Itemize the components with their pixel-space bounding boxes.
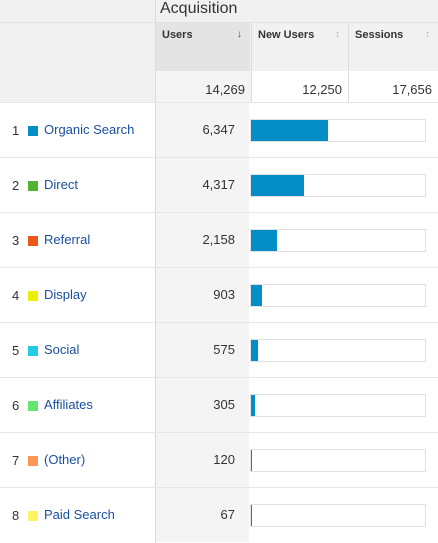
sort-icon[interactable]: ↕ [335,29,340,40]
color-swatch [28,291,38,301]
divider [0,22,438,23]
table-row: 6 Affiliates 305 [0,377,438,432]
table-row: 5 Social 575 [0,322,438,377]
column-header-label: Users [162,29,193,41]
total-sessions: 17,656 [349,71,438,102]
divider [155,0,156,543]
share-bar-fill [251,505,252,526]
users-cell: 2,158 [156,213,249,267]
users-value: 6,347 [202,122,235,137]
users-cell: 4,317 [156,158,249,212]
color-swatch [28,456,38,466]
table-row: 4 Display 903 [0,267,438,322]
total-users: 14,269 [156,71,251,102]
color-swatch [28,401,38,411]
table-header: Acquisition Users ↓ New Users ↕ Sessions… [0,0,438,102]
users-value: 305 [213,397,235,412]
sort-icon[interactable]: ↕ [425,29,430,40]
channel-link[interactable]: Display [44,287,87,302]
divider [348,23,349,102]
users-cell: 120 [156,433,249,487]
row-rank: 7 [12,453,20,468]
users-cell: 305 [156,378,249,432]
table-row: 1 Organic Search 6,347 [0,102,438,157]
share-bar-fill [251,285,262,306]
channel-link[interactable]: Referral [44,232,91,247]
share-bar-track [250,339,426,362]
share-bar-fill [251,395,255,416]
users-cell: 67 [156,488,249,542]
users-value: 4,317 [202,177,235,192]
divider [251,23,252,102]
users-cell: 6,347 [156,103,249,157]
channel-link[interactable]: Social [44,342,80,357]
color-swatch [28,511,38,521]
column-header-label: New Users [258,29,315,41]
share-bar-fill [251,450,252,471]
users-cell: 903 [156,268,249,322]
column-header-label: Sessions [355,29,404,41]
users-cell: 575 [156,323,249,377]
total-new-users: 12,250 [252,71,348,102]
row-rank: 1 [12,123,20,138]
row-rank: 6 [12,398,20,413]
color-swatch [28,181,38,191]
share-bar-track [250,229,426,252]
channel-link[interactable]: Direct [44,177,78,192]
table-row: 3 Referral 2,158 [0,212,438,267]
row-rank: 2 [12,178,20,193]
channel-link[interactable]: Affiliates [44,397,93,412]
channel-link[interactable]: Paid Search [44,507,115,522]
color-swatch [28,346,38,356]
row-rank: 8 [12,508,20,523]
share-bar-track [250,119,426,142]
column-header-users[interactable]: Users ↓ [156,23,250,71]
share-bar-fill [251,175,304,196]
column-header-new-users[interactable]: New Users ↕ [252,23,348,71]
row-rank: 5 [12,343,20,358]
table-row: 2 Direct 4,317 [0,157,438,212]
share-bar-track [250,449,426,472]
users-value: 120 [213,452,235,467]
share-bar-fill [251,340,258,361]
share-bar-fill [251,230,277,251]
group-title: Acquisition [160,0,238,17]
table-row: 8 Paid Search 67 [0,487,438,542]
users-value: 2,158 [202,232,235,247]
sort-descending-icon[interactable]: ↓ [237,29,242,40]
row-rank: 4 [12,288,20,303]
users-value: 903 [213,287,235,302]
channel-link[interactable]: (Other) [44,452,86,467]
color-swatch [28,126,38,136]
column-header-sessions[interactable]: Sessions ↕ [349,23,438,71]
table-row: 7 (Other) 120 [0,432,438,487]
users-value: 575 [213,342,235,357]
color-swatch [28,236,38,246]
share-bar-track [250,284,426,307]
share-bar-fill [251,120,328,141]
share-bar-track [250,174,426,197]
row-rank: 3 [12,233,20,248]
share-bar-track [250,394,426,417]
users-value: 67 [220,507,235,522]
channel-link[interactable]: Organic Search [44,122,135,137]
share-bar-track [250,504,426,527]
